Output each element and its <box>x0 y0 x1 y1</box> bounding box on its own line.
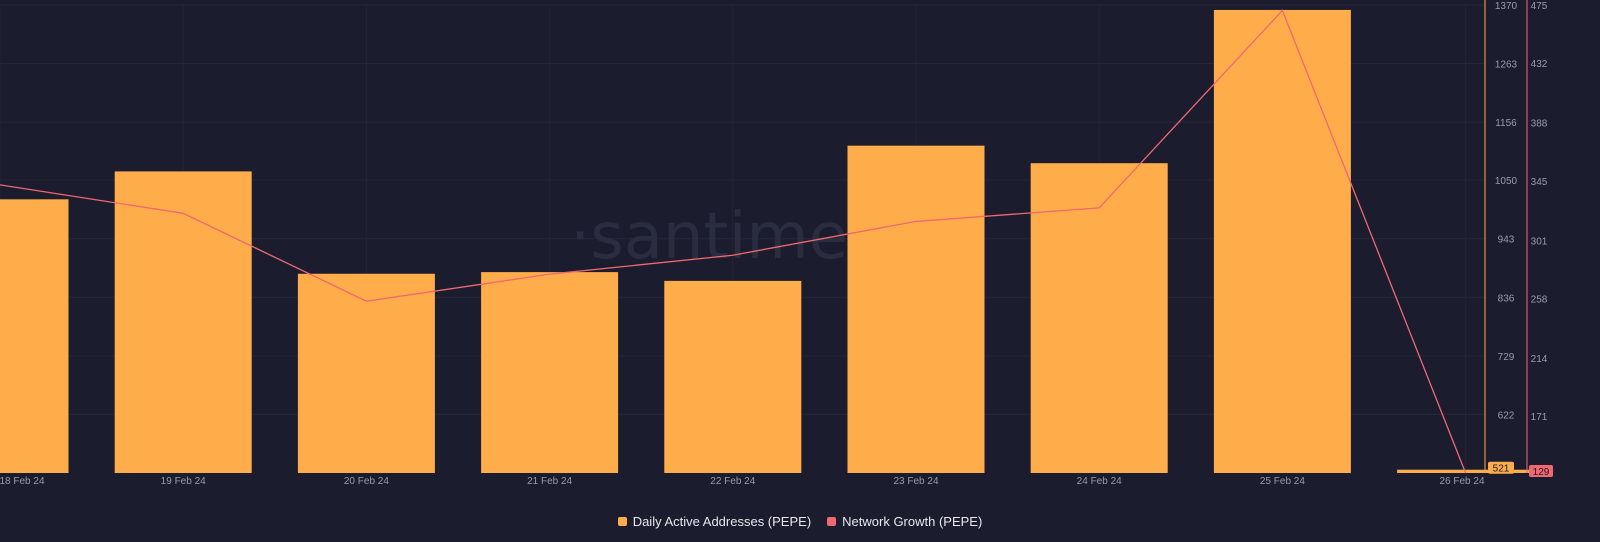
x-tick-label: 24 Feb 24 <box>1077 476 1122 487</box>
bars-layer <box>0 9 1535 474</box>
x-tick-label: 19 Feb 24 <box>161 476 206 487</box>
bar-daily-active-addresses[interactable] <box>114 171 252 473</box>
y-right-tick-label: 301 <box>1531 236 1548 247</box>
y-right-tick-label: 475 <box>1531 1 1548 12</box>
legend-label: Daily Active Addresses (PEPE) <box>632 513 812 529</box>
bar-daily-active-addresses[interactable] <box>1030 163 1168 474</box>
legend-swatch-orange <box>617 516 627 526</box>
bar-daily-active-addresses[interactable] <box>664 280 802 473</box>
x-tick-label: 20 Feb 24 <box>344 476 389 487</box>
y-left-tick-label: 622 <box>1498 410 1515 421</box>
last-value-label-line: 129 <box>1533 467 1550 478</box>
network-growth-line[interactable] <box>0 9 1467 474</box>
x-tick-label: 25 Feb 24 <box>1260 476 1305 487</box>
bar-daily-active-addresses[interactable] <box>1213 9 1351 473</box>
bar-daily-active-addresses[interactable] <box>481 272 619 473</box>
legend-swatch-red <box>827 516 837 526</box>
last-value-label-bar: 521 <box>1493 464 1510 475</box>
chart-svg: ·santiment 13701263115610509438367296225… <box>0 0 1553 487</box>
y-left-tick-label: 729 <box>1498 352 1515 363</box>
x-tick-label: 26 Feb 24 <box>1439 476 1484 487</box>
bar-daily-active-addresses[interactable] <box>847 145 985 473</box>
x-tick-label: 22 Feb 24 <box>710 476 755 487</box>
x-tick-label: 21 Feb 24 <box>527 476 572 487</box>
last-value-badge-line <box>1529 465 1553 477</box>
right-axis: 475 432 388 345 301 258 214 171 129 <box>1526 0 1553 478</box>
y-left-tick-label: 1050 <box>1495 176 1518 187</box>
bar-daily-active-addresses[interactable] <box>297 273 435 473</box>
last-value-badge-bar <box>1488 461 1514 474</box>
y-left-tick-label: 1156 <box>1495 118 1517 129</box>
y-right-tick-label: 214 <box>1531 354 1548 365</box>
legend: Daily Active Addresses (PEPE) Network Gr… <box>0 510 1600 532</box>
y-left-tick-label: 943 <box>1498 235 1515 246</box>
y-left-tick-label: 1263 <box>1495 60 1518 71</box>
legend-item-network-growth[interactable]: Network Growth (PEPE) <box>827 514 982 529</box>
y-right-tick-label: 258 <box>1531 295 1548 306</box>
legend-item-daily-active-addresses[interactable]: Daily Active Addresses (PEPE) <box>617 513 812 529</box>
legend-label: Network Growth (PEPE) <box>842 513 983 529</box>
y-left-tick-label: 836 <box>1498 293 1515 304</box>
x-tick-label: 18 Feb 24 <box>0 476 45 487</box>
x-tick-label: 23 Feb 24 <box>893 476 938 487</box>
y-right-tick-label: 345 <box>1531 177 1548 188</box>
y-right-tick-label: 388 <box>1531 119 1548 130</box>
line-layer <box>0 9 1467 474</box>
left-axis: 1370 1263 1156 1050 943 836 729 622 521 <box>1484 0 1518 475</box>
x-axis: 18 Feb 24 19 Feb 24 20 Feb 24 21 Feb 24 22 F… <box>0 476 1485 487</box>
y-right-tick-label: 171 <box>1531 412 1548 423</box>
bar-daily-active-addresses[interactable] <box>0 199 69 473</box>
y-right-tick-label: 432 <box>1531 59 1548 70</box>
y-left-tick-label: 1370 <box>1495 1 1518 12</box>
